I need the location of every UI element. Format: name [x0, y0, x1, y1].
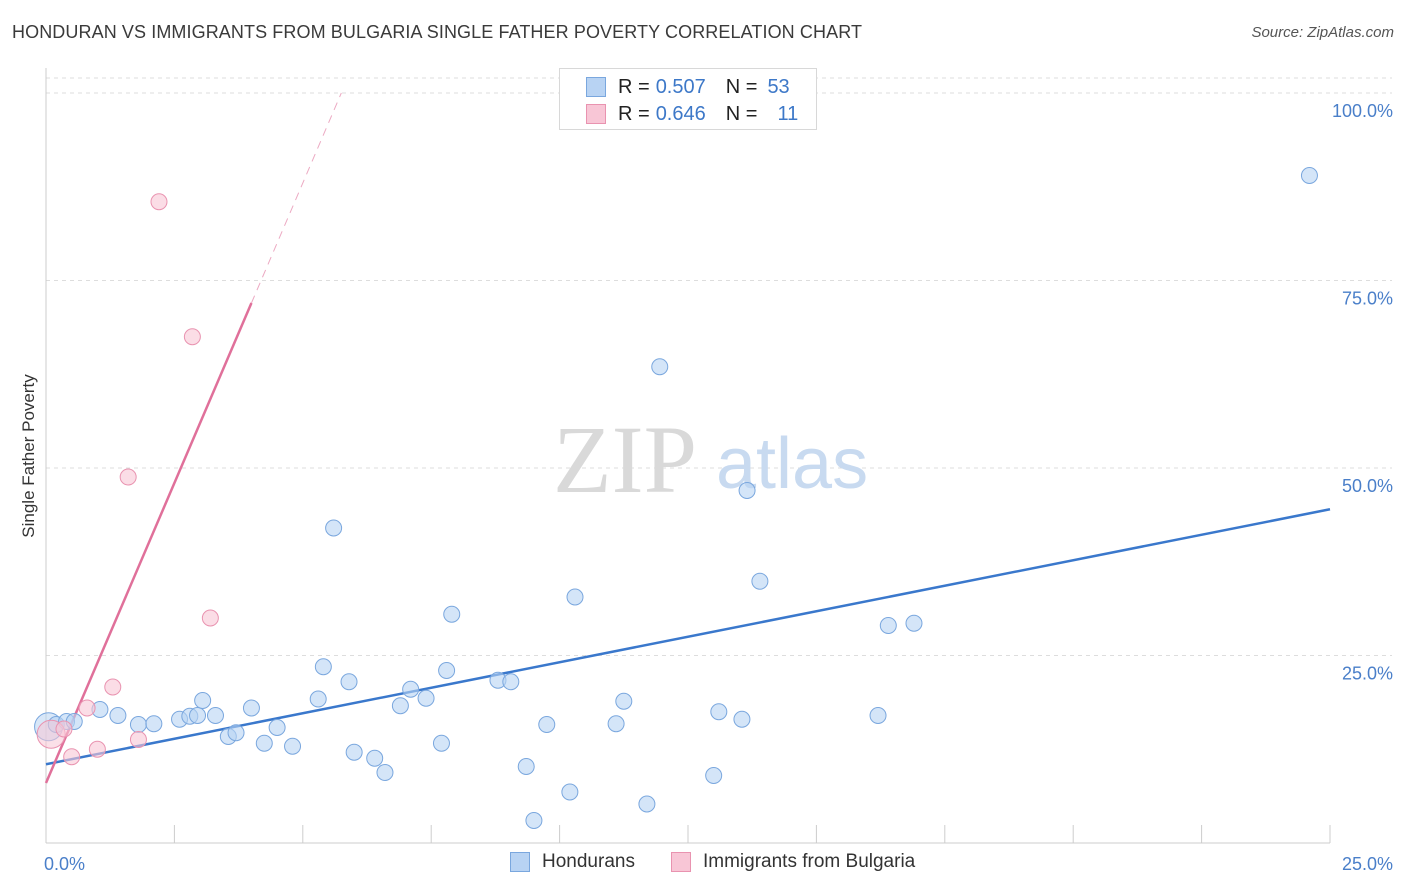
honduran-point [538, 716, 556, 733]
correlation-legend: R = 0.507 N = 53 R = 0.646 N = 11 [559, 68, 817, 130]
honduran-point [109, 707, 127, 724]
legend-r-label: R = [618, 75, 650, 98]
legend-row-bulgaria: R = 0.646 N = 11 [586, 102, 798, 126]
legend-r-value: 0.507 [655, 75, 706, 98]
legend-label: Immigrants from Bulgaria [703, 851, 916, 872]
honduran-point [255, 734, 273, 752]
honduran-point [869, 707, 887, 724]
legend-n-value: 53 [767, 75, 790, 98]
legend-r-label: R = [618, 102, 650, 125]
honduran-point [402, 680, 420, 698]
honduran-point [145, 715, 163, 733]
bulgaria-point [183, 328, 201, 346]
honduran-point [1300, 167, 1318, 184]
honduran-point [638, 795, 656, 813]
bulgaria-trend-line [250, 92, 342, 304]
honduran-point [615, 692, 633, 710]
honduran-point [325, 519, 343, 537]
honduran-point [905, 614, 923, 632]
honduran-point [561, 783, 579, 801]
series-legend: Hondurans Immigrants from Bulgaria [0, 851, 1406, 877]
honduran-point [194, 692, 212, 709]
watermark: ZIP atlas [553, 406, 868, 513]
grid-lines [46, 77, 1392, 656]
y-tick-label: 100.0% [1332, 101, 1393, 121]
legend-item-bulgaria[interactable]: Immigrants from Bulgaria [671, 851, 915, 873]
honduran-point [738, 482, 756, 499]
legend-n-label: N = [725, 75, 758, 98]
honduran-point [340, 673, 358, 691]
honduran-point [284, 737, 302, 755]
honduran-point [314, 658, 332, 676]
legend-n-value: 11 [777, 102, 799, 125]
y-axis-label: Single Father Poverty [19, 374, 38, 538]
honduran-point [189, 707, 207, 724]
honduran-point [268, 719, 286, 736]
honduran-point [206, 707, 224, 724]
legend-swatch-pink [671, 852, 691, 872]
legend-n-label: N = [725, 102, 758, 125]
honduran-point [710, 703, 728, 721]
honduran-point [391, 697, 409, 715]
bulgaria-point [55, 720, 73, 738]
honduran-point [879, 617, 897, 634]
bulgaria-point [119, 468, 137, 486]
bulgaria-point [78, 699, 96, 717]
tick-labels: 25.0% 50.0% 75.0% 100.0% 0.0% 25.0% [44, 101, 1393, 874]
honduran-point [502, 673, 520, 691]
legend-swatch-pink [586, 104, 606, 124]
legend-item-hondurans[interactable]: Hondurans [510, 851, 635, 873]
honduran-point [438, 662, 456, 679]
bulgaria-point [104, 678, 122, 696]
honduran-point [443, 605, 461, 623]
honduran-point [651, 358, 669, 376]
honduran-point [376, 764, 394, 781]
honduran-point [242, 699, 260, 717]
honduran-point [129, 716, 147, 733]
honduran-point [345, 743, 363, 761]
bulgaria-point [129, 731, 147, 748]
data-points [34, 167, 1318, 829]
source-label: Source: ZipAtlas.com [1251, 24, 1394, 41]
honduran-point [366, 749, 384, 767]
honduran-point [309, 690, 327, 708]
bulgaria-point [201, 609, 219, 627]
honduran-point [432, 734, 450, 752]
y-tick-label: 50.0% [1342, 476, 1393, 496]
y-tick-label: 25.0% [1342, 664, 1393, 684]
honduran-point [751, 572, 769, 590]
legend-swatch-blue [586, 77, 606, 97]
legend-row-hondurans: R = 0.507 N = 53 [586, 75, 790, 99]
y-tick-label: 75.0% [1342, 289, 1393, 309]
honduran-point [417, 689, 435, 707]
bulgaria-point [150, 193, 168, 211]
honduran-point [517, 758, 535, 775]
honduran-point [733, 710, 751, 728]
bulgaria-point [63, 748, 81, 766]
honduran-point [525, 812, 543, 829]
legend-label: Hondurans [542, 851, 635, 872]
bulgaria-point [88, 740, 106, 758]
honduran-point [566, 588, 584, 606]
chart-title: HONDURAN VS IMMIGRANTS FROM BULGARIA SIN… [12, 22, 863, 42]
honduran-point [227, 724, 245, 742]
honduran-point [607, 715, 625, 733]
x-tick-label: 25.0% [1342, 854, 1393, 874]
watermark-zip: ZIP [553, 406, 697, 513]
x-tick-label: 0.0% [44, 854, 85, 874]
legend-swatch-blue [510, 852, 530, 872]
honduran-point [705, 767, 723, 784]
legend-r-value: 0.646 [655, 102, 706, 125]
honduran-trend-line [45, 508, 1331, 766]
